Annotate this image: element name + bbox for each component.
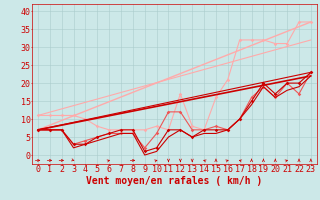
X-axis label: Vent moyen/en rafales ( km/h ): Vent moyen/en rafales ( km/h ) — [86, 176, 262, 186]
